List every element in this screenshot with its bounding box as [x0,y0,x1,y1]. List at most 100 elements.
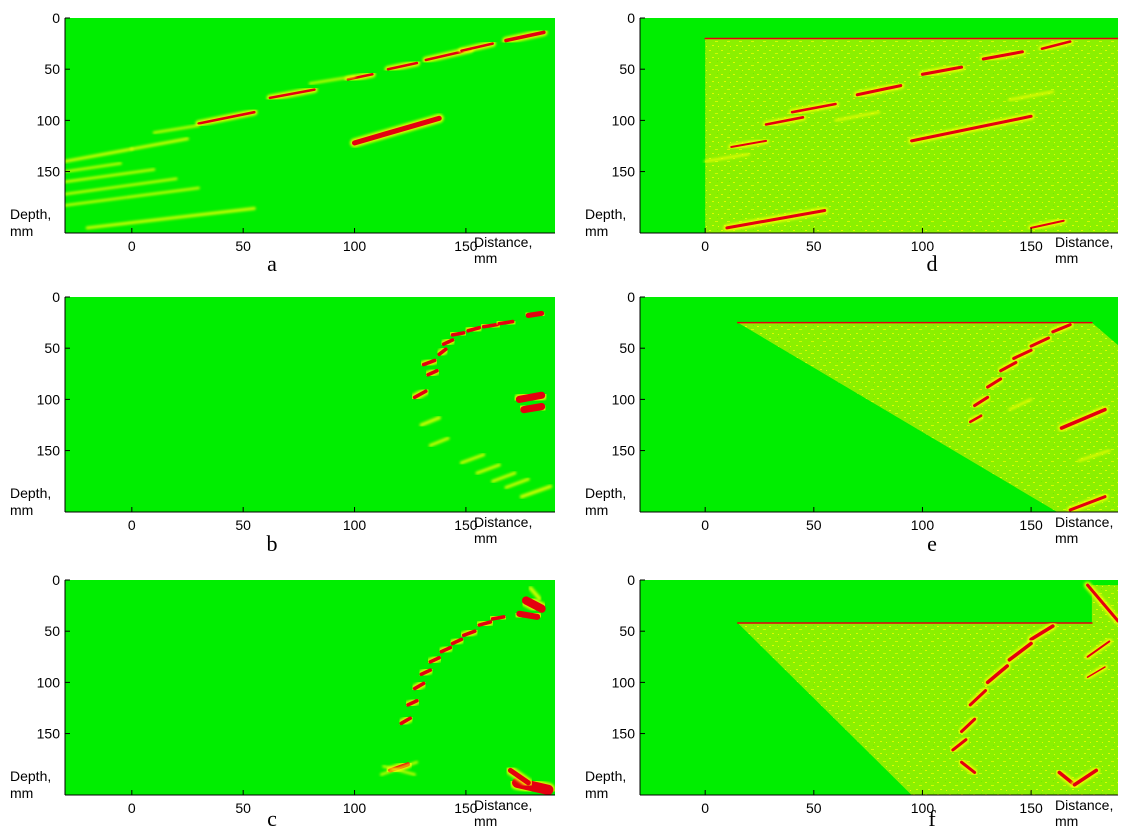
x-tick-label: 0 [701,800,709,816]
y-tick-label: 50 [619,61,635,77]
x-tick-label: 150 [454,517,478,533]
x-axis-label: Distance, [474,234,532,250]
x-tick-label: 0 [701,238,709,254]
y-tick-label: 150 [612,443,636,459]
y-tick-label: 0 [52,572,60,588]
reflection-core [460,42,494,53]
y-axis-label: Depth, [585,206,626,222]
x-tick-label: 0 [128,800,136,816]
textured-region [737,585,1118,795]
plot-area-b [65,297,555,512]
reflection-core [399,716,413,726]
reflection-faint [491,471,517,483]
reflection-core [490,615,506,621]
x-tick-label: 0 [128,238,136,254]
x-tick-label: 0 [128,517,136,533]
reflection-core [999,360,1018,373]
reflection-core [412,389,428,400]
reflection-core [437,347,448,357]
reflection-faint [428,436,450,447]
x-tick-label: 100 [343,800,367,816]
y-tick-label: 100 [612,112,636,128]
y-axis-label: Depth, [585,485,626,501]
x-tick-label: 50 [806,517,822,533]
reflection-faint [459,453,486,465]
panel-letter: e [927,531,937,556]
reflection-core [973,395,990,408]
plot-area-a [65,18,555,233]
reflection-faint [130,137,190,151]
reflection-core [516,610,541,620]
plot-area-c [65,580,555,795]
reflection-core [507,767,531,786]
reflection-core [986,377,1003,389]
reflection-core [406,699,419,707]
panel-letter: f [928,806,936,831]
textured-region [705,38,1118,233]
reflection-core [515,391,546,403]
reflection-faint [419,416,441,427]
reflection-core [985,664,1009,685]
y-axis-label: Depth, [585,768,626,784]
reflection-core [477,620,493,627]
x-tick-label: 150 [454,238,478,254]
reflection-core [1012,348,1033,360]
plot-area-e [640,297,1118,512]
x-axis-label: Distance, [474,514,532,530]
reflection-core [855,84,903,97]
reflection-faint [65,177,178,196]
reflection-core [441,338,455,346]
reflection-faint [1008,90,1055,102]
reflection-core [504,30,546,43]
reflection-faint [834,110,881,122]
reflection-core [439,645,453,654]
x-axis-unit: mm [474,813,497,829]
reflection-faint [528,586,542,601]
reflection-core [730,139,768,149]
y-tick-label: 100 [612,391,636,407]
x-tick-label: 100 [343,517,367,533]
y-tick-label: 0 [52,289,60,305]
reflection-core [461,629,477,638]
reflection-faint [380,760,419,776]
reflection-core [1086,666,1106,679]
reflection-faint [1077,449,1111,463]
x-tick-label: 150 [1019,238,1043,254]
reflection-core [412,681,426,691]
reflection-core [960,717,977,734]
reflection-core [1051,323,1072,334]
reflection-core [920,65,964,76]
x-axis-unit: mm [474,250,497,266]
reflection-core [951,738,968,752]
plot-area-f [640,580,1118,795]
y-tick-label: 100 [37,391,61,407]
reflection-core [1030,219,1065,229]
reflection-core [1029,624,1055,642]
y-tick-label: 50 [44,623,60,639]
x-axis-label: Distance, [1055,234,1113,250]
reflection-core [520,402,546,414]
y-tick-label: 50 [619,623,635,639]
reflection-core [1040,40,1072,50]
y-axis-label: Depth, [10,206,51,222]
reflection-core [428,656,441,664]
y-tick-label: 50 [44,340,60,356]
reflection-core [466,325,482,333]
x-tick-label: 150 [1019,800,1043,816]
y-tick-label: 150 [37,443,61,459]
reflection-core [450,331,466,337]
plot-area-d [640,18,1118,233]
reflection-core [1059,407,1107,430]
y-tick-label: 100 [37,112,61,128]
panel-letter: a [267,251,277,276]
textured-region [737,322,1118,512]
reflection-core [197,110,256,125]
y-tick-label: 150 [37,726,61,742]
y-tick-label: 150 [612,726,636,742]
x-axis-unit: mm [474,530,497,546]
